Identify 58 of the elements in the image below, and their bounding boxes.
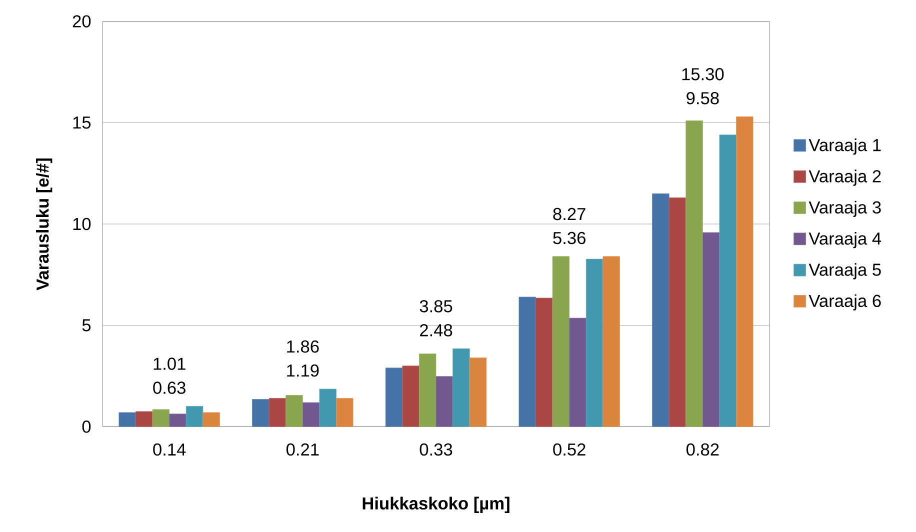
annotation: 1.19 [287,364,319,377]
annotation: 2.48 [420,324,452,336]
bar [586,258,604,427]
annotation: 8.27 [553,208,586,220]
legend-label: Varaaja 2 [808,170,881,186]
y-axis-title: Varausluku [e/#] [36,158,52,290]
bar [402,366,420,427]
x-tick-label: 0.21 [286,443,319,456]
bar [186,406,204,427]
y-tick-label: 5 [82,319,91,332]
bar [319,388,336,427]
bar [268,398,286,427]
legend-label: Varaaja 4 [808,232,882,248]
bar [686,120,703,427]
bar [719,134,736,427]
x-tick-label: 0.14 [153,443,186,456]
bar [702,232,720,427]
bar [736,116,754,427]
legend-label: Varaaja 5 [808,263,881,280]
annotation: 9.58 [686,92,719,104]
y-tick-label: 0 [82,420,91,433]
bar [385,368,403,427]
bar [569,318,586,427]
annotation: 5.36 [553,232,586,244]
bar [252,399,270,427]
bar [419,354,436,427]
bar [469,358,487,427]
bar [302,402,320,427]
annotation: 1.86 [287,340,319,353]
bar [518,296,536,427]
bar [136,411,153,427]
bar [452,348,470,427]
bar [668,197,686,427]
annotation: 0.63 [153,382,186,394]
y-tick-label: 20 [72,15,91,28]
bar [169,414,186,427]
x-axis-title: Hiukkaskoko [µm] [362,496,510,513]
bar [118,412,136,427]
annotation: 1.01 [154,358,186,370]
bar [552,256,570,427]
bar [602,256,620,427]
x-tick-label: 0.52 [553,443,586,456]
bar [152,409,170,427]
legend-label: Varaaja 1 [808,138,881,155]
bar [536,298,553,427]
bar [202,412,220,427]
annotation: 15.30 [682,68,724,80]
bar [436,376,454,427]
y-tick-label: 10 [73,218,91,230]
bar [336,398,354,427]
legend-label: Varaaja 6 [808,294,881,310]
x-tick-label: 0.33 [420,443,452,456]
y-tick-label: 15 [73,116,91,129]
x-tick-label: 0.82 [686,443,719,456]
bar [286,395,303,427]
bar [652,193,670,427]
annotation: 3.85 [420,300,452,312]
legend-label: Varaaja 3 [808,200,881,217]
